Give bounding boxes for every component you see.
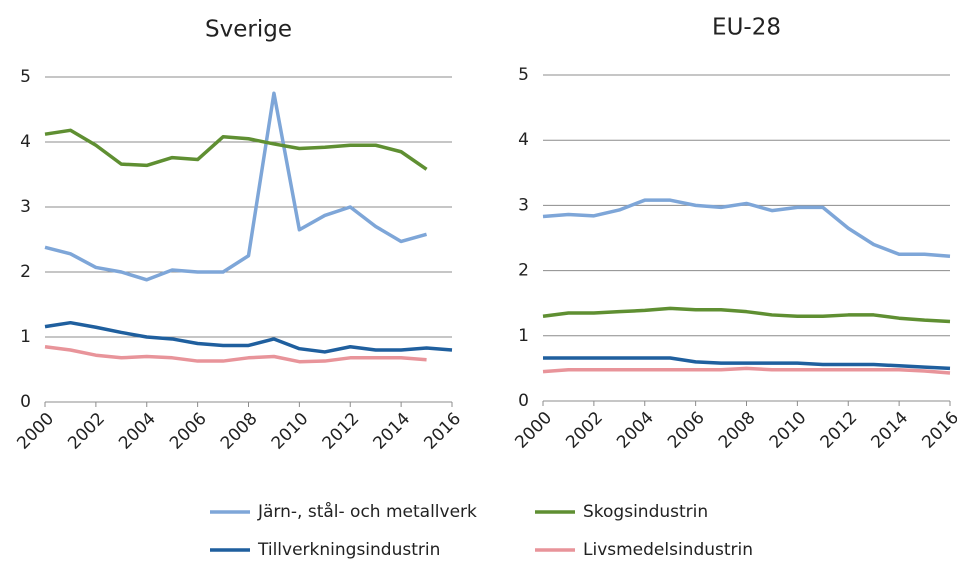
x-tick-label: 2016: [918, 408, 957, 453]
y-tick-label: 0: [518, 391, 529, 411]
series-line: [542, 198, 951, 259]
x-tick-label: 2002: [562, 408, 607, 453]
y-tick-label: 5: [20, 67, 31, 87]
x-tick-label: 2012: [319, 409, 364, 454]
series-line: [44, 345, 427, 364]
series-line: [44, 320, 453, 354]
y-tick-label: 2: [20, 262, 31, 282]
series-line: [44, 128, 428, 171]
y-tick-label: 3: [518, 195, 529, 215]
legend-label: Skogsindustrin: [583, 502, 708, 522]
x-tick-label: 2014: [369, 409, 414, 454]
y-tick-label: 2: [518, 261, 529, 281]
x-tick-label: 2000: [13, 409, 58, 454]
series-line: [44, 91, 428, 282]
series-line: [542, 306, 951, 324]
chart-title: Sverige: [205, 17, 292, 43]
legend-label: Livsmedelsindustrin: [583, 540, 753, 560]
x-tick-label: 2010: [268, 409, 313, 454]
x-tick-label: 2006: [166, 409, 211, 454]
y-tick-label: 1: [518, 326, 529, 346]
x-tick-label: 2004: [115, 409, 160, 454]
chart-title: EU-28: [712, 15, 781, 41]
x-tick-label: 2014: [867, 408, 912, 453]
x-tick-label: 2008: [715, 408, 760, 453]
y-tick-label: 4: [518, 130, 529, 150]
series-line: [542, 366, 951, 375]
y-tick-label: 0: [20, 392, 31, 412]
x-tick-label: 2008: [217, 409, 262, 454]
legend-label: Järn-, stål- och metallverk: [257, 501, 477, 522]
x-tick-label: 2010: [766, 408, 811, 453]
x-tick-label: 2012: [817, 408, 862, 453]
y-tick-label: 4: [20, 132, 31, 152]
series-line: [543, 356, 951, 371]
x-tick-label: 2016: [420, 409, 465, 454]
x-tick-label: 2000: [511, 408, 556, 453]
x-tick-label: 2004: [613, 408, 658, 453]
x-tick-label: 2002: [64, 409, 109, 454]
y-tick-label: 1: [20, 327, 31, 347]
y-tick-label: 3: [20, 197, 31, 217]
x-tick-label: 2006: [664, 408, 709, 453]
legend-label: Tillverkningsindustrin: [257, 540, 440, 560]
y-tick-label: 5: [518, 65, 529, 85]
